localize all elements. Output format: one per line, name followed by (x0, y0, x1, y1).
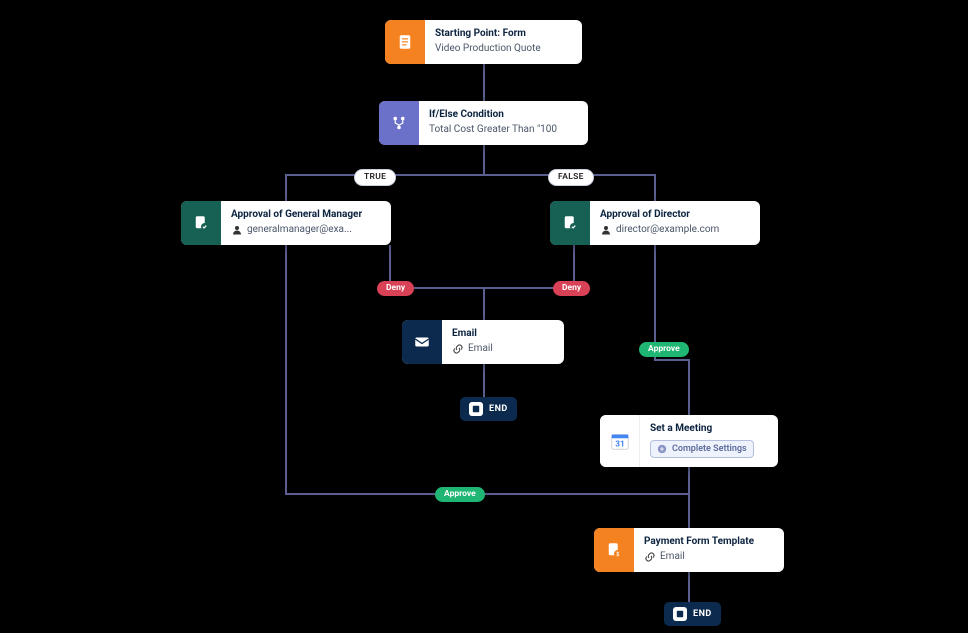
calendar-icon: 31 (600, 415, 640, 467)
person-icon (600, 224, 612, 236)
node-set-meeting[interactable]: 31 Set a Meeting Complete Settings (600, 415, 778, 467)
pill-approve-dir: Approve (639, 342, 689, 357)
link-text: Email (660, 551, 685, 563)
node-subtitle: director@example.com (600, 224, 719, 236)
node-title: Email (452, 328, 493, 340)
settings-btn-text: Complete Settings (672, 444, 747, 454)
link-icon (452, 343, 464, 355)
node-subtitle: Email (644, 551, 754, 563)
pill-false: FALSE (548, 169, 594, 186)
stop-icon (469, 402, 483, 416)
node-condition[interactable]: If/Else Condition Total Cost Greater Tha… (379, 101, 588, 145)
link-text: Email (468, 343, 493, 355)
approval-icon (550, 201, 590, 245)
flow-edges (0, 0, 968, 633)
payment-icon: $ (594, 528, 634, 572)
end-node-1: END (460, 397, 517, 421)
end-label: END (489, 404, 508, 414)
node-email[interactable]: Email Email (402, 320, 564, 364)
node-subtitle: Email (452, 343, 493, 355)
person-icon (231, 224, 243, 236)
node-title: Approval of Director (600, 209, 719, 221)
branch-icon (379, 101, 419, 145)
node-approval-gm[interactable]: Approval of General Manager generalmanag… (181, 201, 391, 245)
node-title: Starting Point: Form (435, 28, 541, 40)
assignee-text: director@example.com (616, 224, 719, 236)
node-subtitle: Total Cost Greater Than "100 (429, 124, 557, 136)
node-title: Payment Form Template (644, 536, 754, 548)
node-approval-director[interactable]: Approval of Director director@example.co… (550, 201, 760, 245)
email-icon (402, 320, 442, 364)
stop-icon (673, 607, 687, 621)
node-start-form[interactable]: Starting Point: Form Video Production Qu… (385, 20, 582, 64)
approval-icon (181, 201, 221, 245)
edge (286, 245, 689, 528)
svg-text:31: 31 (615, 440, 624, 450)
pill-deny-dir: Deny (553, 281, 590, 296)
end-node-2: END (664, 602, 721, 626)
pill-deny-gm: Deny (377, 281, 414, 296)
svg-text:$: $ (616, 551, 619, 558)
node-title: Set a Meeting (650, 423, 754, 435)
node-title: Approval of General Manager (231, 209, 362, 221)
assignee-text: generalmanager@exa... (247, 224, 352, 236)
complete-settings-button[interactable]: Complete Settings (650, 440, 754, 458)
pill-true: TRUE (354, 169, 396, 186)
edge (655, 245, 689, 415)
pill-approve-gm: Approve (435, 487, 485, 502)
node-title: If/Else Condition (429, 109, 557, 121)
form-icon (385, 20, 425, 64)
node-subtitle: generalmanager@exa... (231, 224, 362, 236)
node-subtitle: Video Production Quote (435, 43, 541, 55)
end-label: END (693, 609, 712, 619)
node-payment-form[interactable]: $ Payment Form Template Email (594, 528, 784, 572)
edge (390, 245, 574, 288)
link-icon (644, 551, 656, 563)
